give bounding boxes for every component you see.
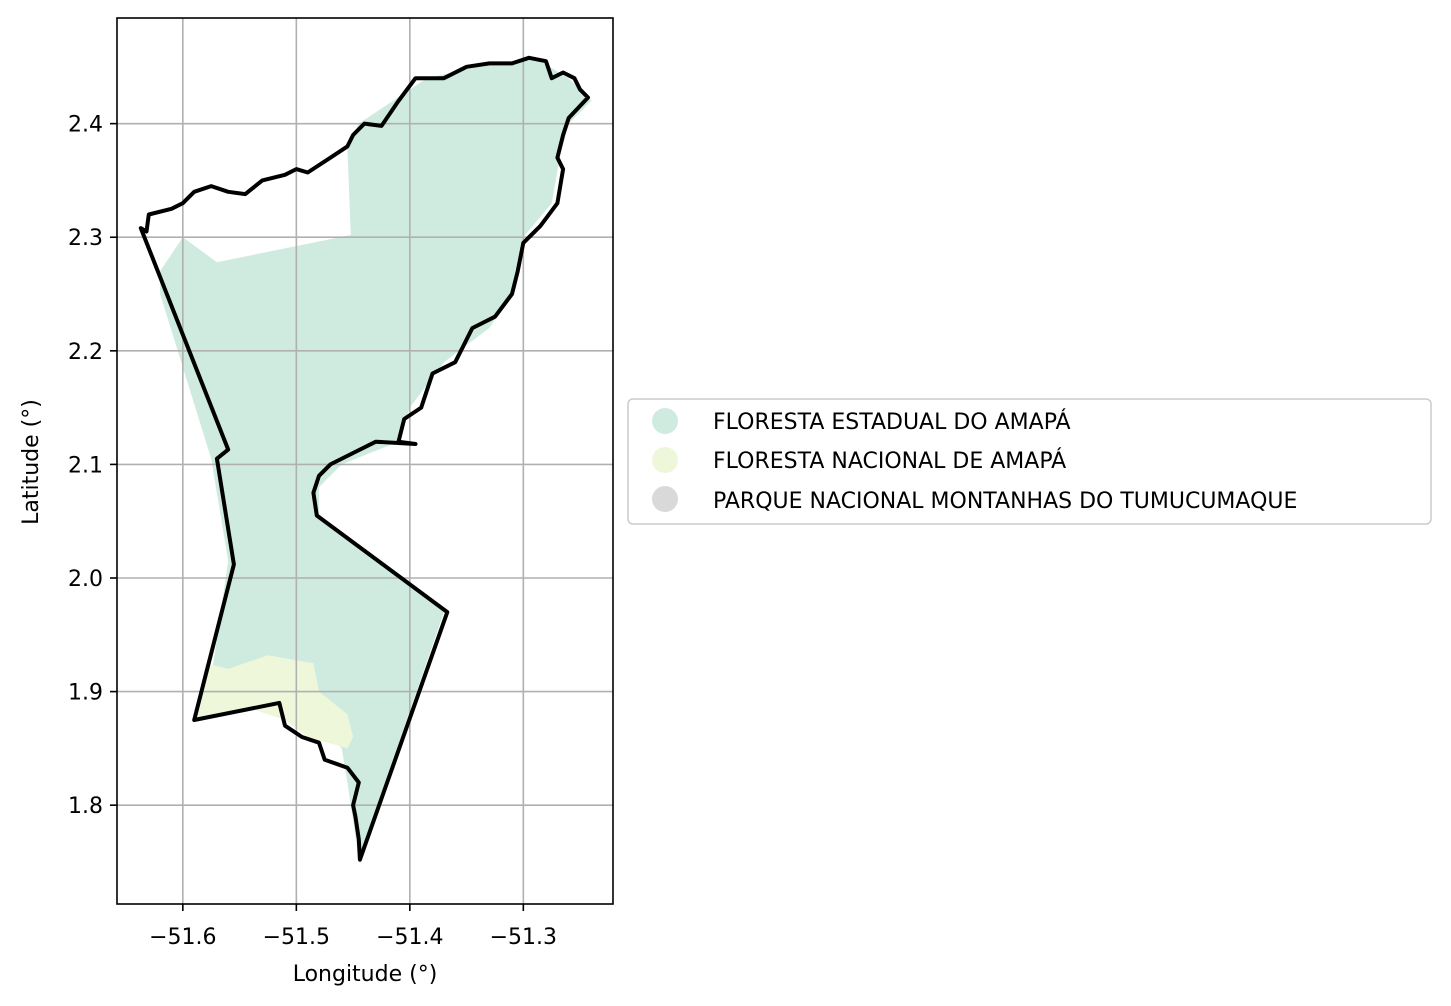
- axes-frame: [116, 17, 614, 905]
- ticks-layer: −51.6 −51.5 −51.4 −51.3 1.8 1.9 2.0 2.1 2.2 2.3 2.…: [68, 113, 557, 950]
- y-tick-label: 2.3: [68, 226, 103, 251]
- legend-marker-parque-nacional: [652, 486, 678, 512]
- grid-layer: [117, 18, 613, 904]
- legend-frame: [627, 398, 1432, 525]
- y-tick-label: 2.2: [68, 340, 103, 365]
- legend-label-floresta-estadual: FLORESTA ESTADUAL DO AMAPÁ: [713, 409, 1071, 435]
- x-tick-label: −51.3: [490, 925, 557, 950]
- x-tick-label: −51.6: [149, 925, 216, 950]
- area-polygon-2: [194, 655, 354, 749]
- x-tick-label: −51.5: [263, 925, 330, 950]
- y-tick-label: 2.4: [68, 113, 103, 138]
- legend-label-floresta-nacional: FLORESTA NACIONAL DE AMAPÁ: [713, 448, 1066, 474]
- legend-marker-floresta-nacional: [652, 447, 678, 473]
- boundary-outline: [138, 55, 590, 862]
- areas-layer: [160, 57, 592, 860]
- y-tick-label: 1.9: [68, 681, 103, 706]
- y-tick-label: 2.1: [68, 453, 103, 478]
- boundary-layer: [138, 55, 590, 862]
- legend: FLORESTA ESTADUAL DO AMAPÁ FLORESTA NACI…: [627, 398, 1432, 525]
- x-axis-label: Longitude (°): [293, 962, 438, 987]
- legend-marker-floresta-estadual: [652, 408, 678, 434]
- y-tick-label: 1.8: [68, 794, 103, 819]
- plot-area: −51.6 −51.5 −51.4 −51.3 1.8 1.9 2.0 2.1 2.2 2.3 2.…: [68, 17, 614, 950]
- legend-label-parque-nacional: PARQUE NACIONAL MONTANHAS DO TUMUCUMAQUE: [713, 489, 1297, 514]
- y-axis-label: Latitude (°): [19, 399, 44, 525]
- y-tick-label: 2.0: [68, 567, 103, 592]
- x-tick-label: −51.4: [376, 925, 443, 950]
